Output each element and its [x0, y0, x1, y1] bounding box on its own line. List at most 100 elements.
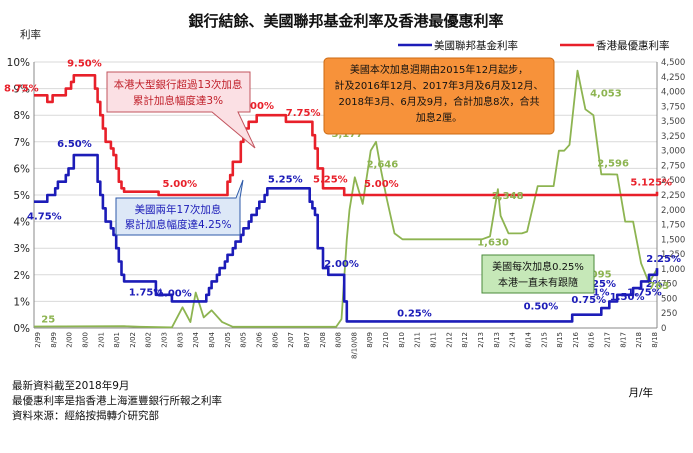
point-label: 1.75% [627, 287, 662, 298]
x-tick-label: 8/09 [366, 332, 374, 348]
legend: 美國聯邦基金利率 香港最優惠利率 [398, 39, 670, 52]
right-tick-label: 750 [661, 280, 677, 290]
x-tick-label: 8/17 [619, 332, 627, 348]
annotation-us-cycle-line1: 美國本次加息週期由2015年12月起步， [350, 63, 528, 76]
left-tick-label: 7% [13, 137, 30, 149]
footer-source: 資料來源：經絡按揭轉介研究部 [12, 410, 159, 422]
point-label: 3,177 [332, 129, 364, 140]
annotation-us-17: 美國兩年17次加息 累計加息幅度達4.25% [115, 179, 244, 236]
x-tick-label: 8/13 [493, 332, 501, 348]
right-tick-label: 1,250 [661, 250, 685, 260]
x-tick-label: 2/16 [572, 331, 580, 347]
point-label: 2,596 [597, 159, 629, 170]
axes: 0% 1% 2% 3% 4% 5% 6% 7% 8% 9% 10% 0 250 500 750 1,000 1,… [7, 57, 686, 359]
right-tick-label: 1,750 [661, 221, 685, 231]
point-label: 1.25% [581, 279, 616, 290]
annotation-hk-no-follow-line2: 本港一直未有跟隨 [498, 276, 578, 289]
x-tick-label: 8/18 [651, 332, 659, 348]
point-label: 0.75% [571, 295, 606, 306]
annotation-hk-hikes-line2: 累計加息幅度達3% [133, 94, 223, 107]
x-tick-label: 8/06 [271, 331, 279, 347]
annotation-us-cycle: 美國本次加息週期由2015年12月起步， 計及2016年12月、2017年3月及… [323, 57, 555, 135]
left-tick-label: 1% [13, 296, 30, 308]
annotation-us-17-line2: 累計加息幅度達4.25% [125, 218, 232, 231]
point-label: 4,053 [590, 88, 622, 99]
green-box [481, 254, 595, 294]
right-tick-label: 4,500 [661, 58, 685, 68]
point-label: 2,646 [367, 160, 399, 171]
footer-prime-note: 最優惠利率是指香港上海滙豐銀行所報之利率 [12, 395, 222, 407]
x-tick-label: 8/10/08 [350, 332, 358, 359]
right-tick-label: 2,250 [661, 191, 685, 201]
x-tick-label: 2/08 [319, 332, 327, 348]
orange-box [323, 57, 555, 135]
legend-label-prime: 香港最優惠利率 [596, 39, 670, 52]
point-labels: 8.75% 9.50% 5.00% 8.00% 7.75% 5.25% 5.00% 5.125… [4, 58, 681, 325]
point-label: 0.50% [524, 302, 559, 313]
x-tick-label: 8/10 [398, 332, 406, 348]
x-tick-label: 8/03 [176, 332, 184, 348]
point-label: 1.00% [157, 288, 192, 299]
callout-blue-shape [115, 179, 244, 236]
x-tick-label: 8/05 [240, 332, 248, 348]
series-lines [33, 69, 659, 329]
point-label: 1% [593, 287, 610, 298]
x-tick-label: 2/18 [635, 332, 643, 348]
left-tick-label: 4% [13, 217, 30, 229]
point-label: 5.00% [364, 179, 399, 190]
x-tick-label: 2/03 [161, 332, 169, 348]
x-tick-label: 8/16 [588, 331, 596, 347]
point-label: 2.00% [324, 259, 359, 270]
point-label: 1.75% [129, 287, 164, 298]
point-label: 9.50% [67, 58, 102, 69]
right-tick-label: 4,250 [661, 73, 685, 83]
x-tick-label: 2/02 [129, 332, 137, 348]
x-tick-label: 2/10 [382, 332, 390, 348]
left-tick-label: 9% [13, 84, 30, 96]
x-tick-label: 2/05 [224, 332, 232, 348]
legend-label-fed: 美國聯邦基金利率 [434, 39, 518, 52]
series-line-0 [34, 153, 659, 323]
annotation-hk-hikes-line1: 本港大型銀行超過13次加息 [114, 78, 243, 91]
left-tick-label: 10% [7, 57, 30, 69]
left-tick-label: 2% [13, 270, 30, 282]
x-tick-label: 2/12 [445, 332, 453, 348]
x-tick-label: 8/99 [50, 332, 58, 348]
x-tick-label: 8/14 [524, 331, 532, 347]
left-tick-label: 8% [13, 110, 30, 122]
x-tick-label: 2/99 [34, 332, 42, 348]
footer-latest: 最新資料截至2018年9月 [12, 380, 130, 392]
right-tick-label: 3,750 [661, 102, 685, 112]
point-label: 2.25% [646, 254, 681, 265]
point-label: 2,348 [492, 191, 524, 202]
point-label: 5.25% [313, 174, 348, 185]
point-label: 0.25% [397, 308, 432, 319]
point-label: 8.75% [4, 83, 39, 94]
point-label: 1.50% [610, 292, 645, 303]
x-tick-label: 2/00 [66, 332, 74, 348]
x-tick-label: 2/17 [604, 332, 612, 348]
x-tick-label: 2/06 [255, 331, 263, 347]
annotation-us-cycle-line4: 加息2厘。 [416, 111, 462, 124]
x-tick-label: 2/15 [540, 332, 548, 348]
callout-pink-shape [106, 71, 256, 149]
series-line-1 [34, 74, 659, 197]
point-label: 1,630 [477, 238, 509, 249]
x-tick-label: 2/04 [192, 331, 200, 347]
right-tick-label: 3,000 [661, 147, 685, 157]
right-tick-label: 4,000 [661, 88, 685, 98]
right-tick-label: 250 [661, 309, 677, 319]
x-tick-label: 2/13 [477, 332, 485, 348]
x-tick-label: 8/01 [113, 332, 121, 348]
left-tick-label: 6% [13, 163, 30, 175]
right-tick-label: 500 [661, 294, 677, 304]
x-tick-label: 8/00 [81, 332, 89, 348]
right-tick-label: 2,000 [661, 206, 685, 216]
point-label: 7.75% [286, 108, 321, 119]
x-tick-label: 8/08 [335, 332, 343, 348]
annotation-hk-no-follow: 美國每次加息0.25% 本港一直未有跟隨 [481, 254, 595, 294]
left-axis-label: 利率 [20, 28, 41, 41]
point-label: 2% [646, 279, 663, 290]
point-label: 5.125% [630, 178, 672, 189]
